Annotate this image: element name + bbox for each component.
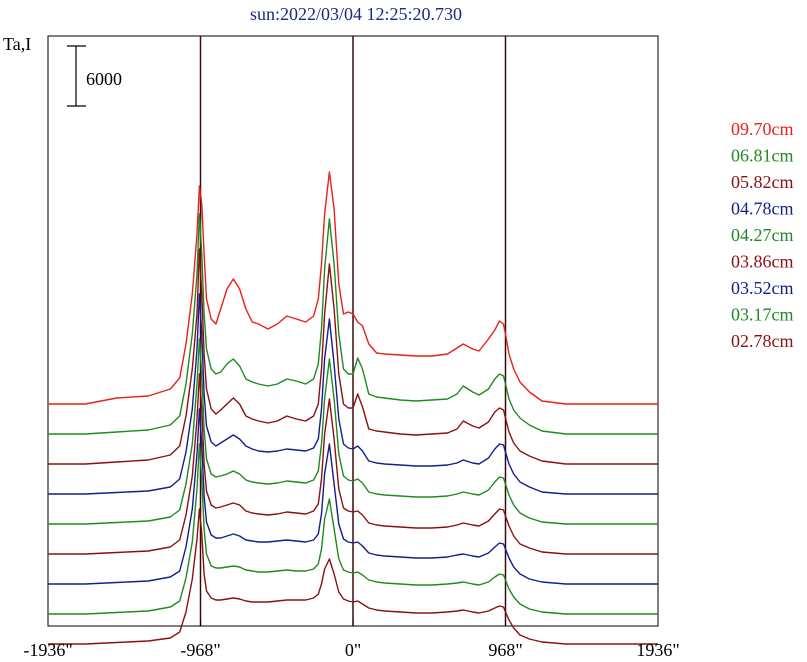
series-line-2 [48, 248, 658, 465]
x-tick-label: 0" [345, 640, 361, 660]
legend-entry: 03.86cm [731, 252, 794, 272]
legend-entry: 02.78cm [731, 331, 794, 351]
legend-entry: 03.17cm [731, 305, 794, 325]
x-tick-label: 968" [488, 640, 522, 660]
series-line-3 [48, 293, 658, 495]
series-line-8 [48, 508, 658, 645]
series-line-1 [48, 213, 658, 435]
x-tick-label: -1936" [23, 640, 72, 660]
x-tick-label: 1936" [636, 640, 679, 660]
legend-entry: 09.70cm [731, 119, 794, 139]
legend: 09.70cm 06.81cm 05.82cm 04.78cm 04.27cm 03.86… [731, 119, 794, 351]
series-line-4 [48, 338, 658, 525]
scale-bar [67, 45, 86, 107]
series-lines [48, 171, 658, 645]
chart-title: sun:2022/03/04 12:25:20.730 [250, 4, 462, 24]
legend-entry: 04.78cm [731, 199, 794, 219]
series-line-0 [48, 171, 658, 405]
series-line-6 [48, 408, 658, 585]
x-tick-label: -968" [180, 640, 220, 660]
legend-entry: 04.27cm [731, 225, 794, 245]
legend-entry: 06.81cm [731, 146, 794, 166]
series-line-7 [48, 443, 658, 615]
legend-entry: 03.52cm [731, 278, 794, 298]
y-axis-label: Ta,I [3, 34, 31, 54]
x-axis-ticks: -1936" -968" 0" 968" 1936" [23, 620, 680, 660]
legend-entry: 05.82cm [731, 172, 794, 192]
series-line-5 [48, 373, 658, 555]
scale-bar-label: 6000 [86, 69, 122, 89]
